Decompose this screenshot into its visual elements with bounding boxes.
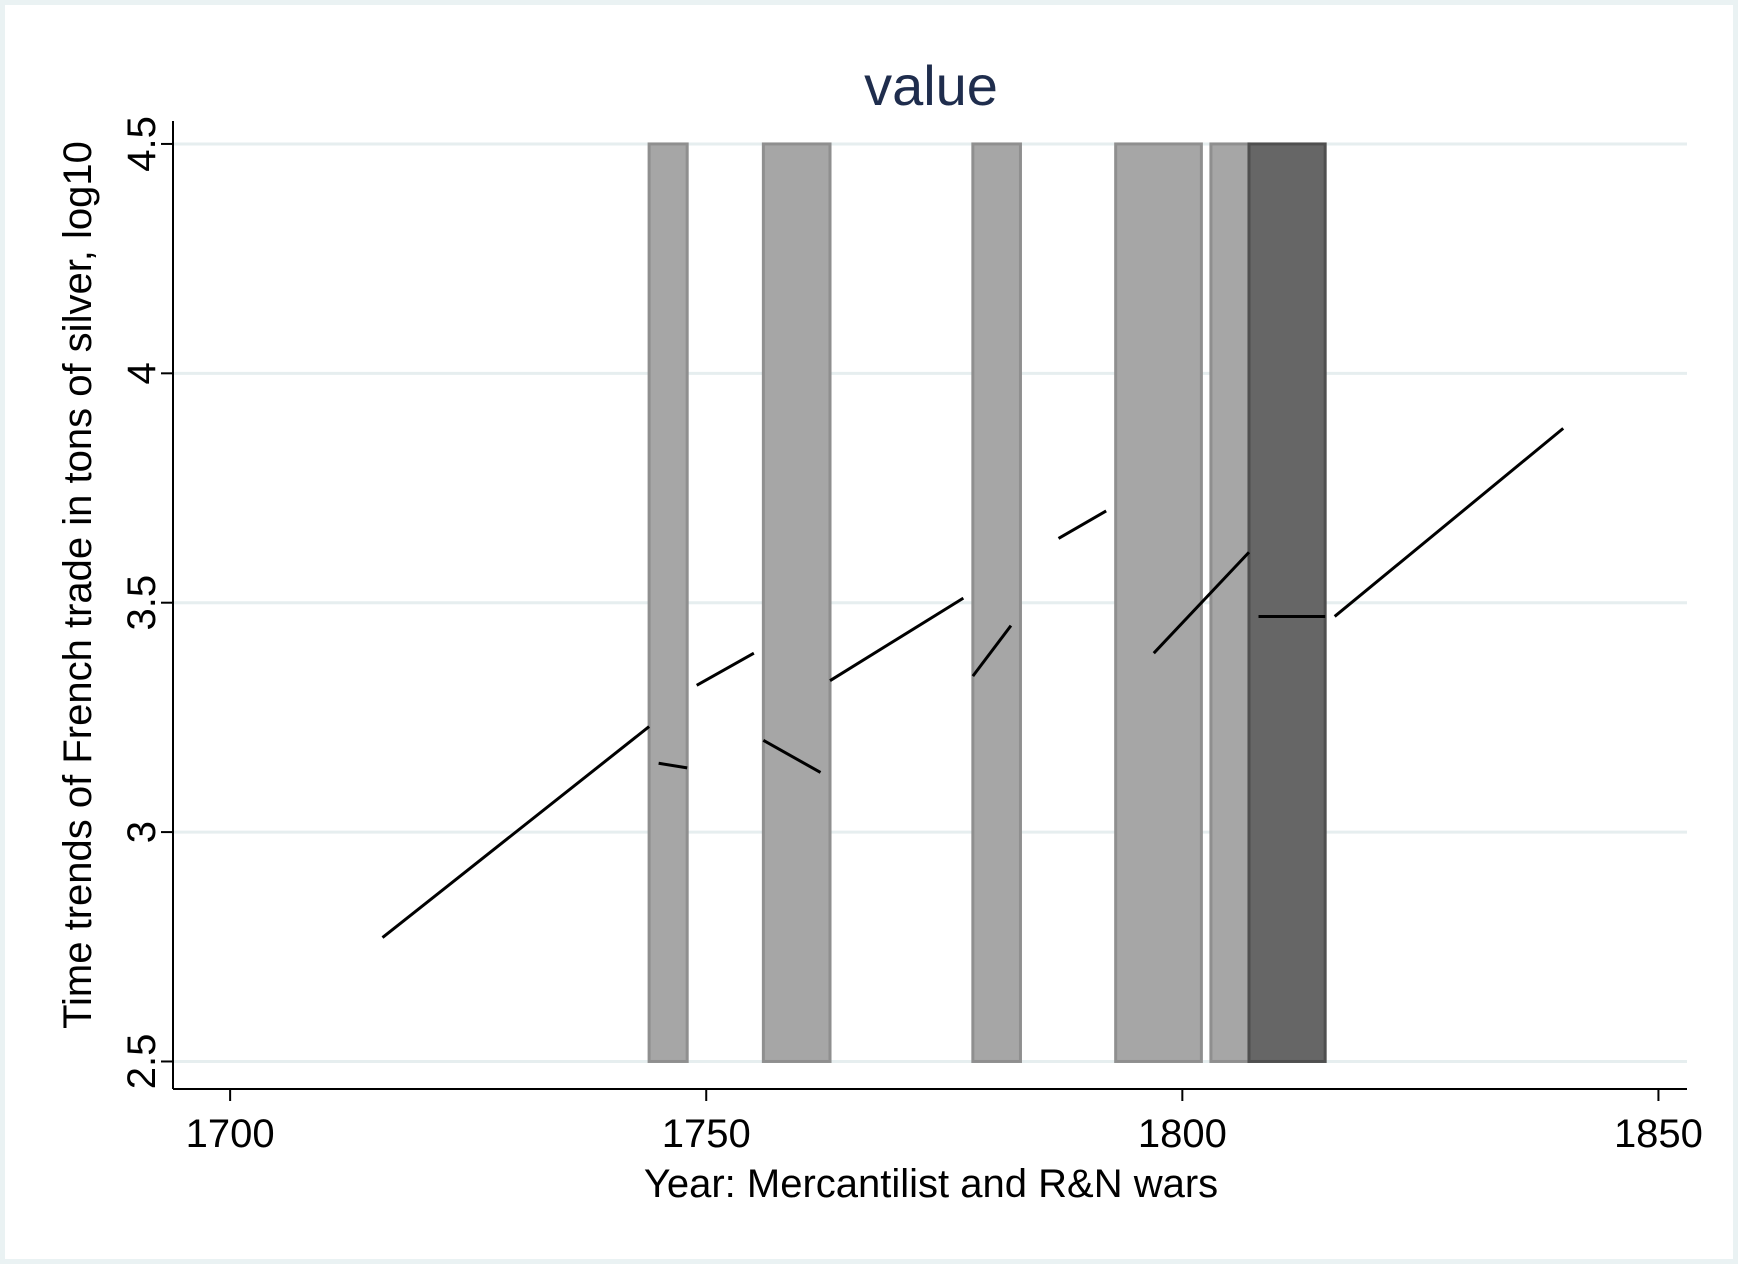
chart-title: value [864, 54, 998, 117]
x-axis-label: Year: Mercantilist and R&N wars [644, 1162, 1218, 1206]
trend-line-segment [1152, 551, 1251, 655]
x-tick-label: 1700 [186, 1112, 275, 1156]
gridlines [173, 142, 1687, 1063]
axes: 2.5 3 3.5 4 4.5 1700 1750 1800 1850 [120, 116, 1703, 1156]
y-tick-label: 3.5 [120, 575, 164, 631]
trend-line-segment [381, 725, 651, 939]
war-band [1114, 142, 1203, 1063]
x-tick-label: 1800 [1138, 1112, 1227, 1156]
trend-line-segment [971, 624, 1013, 678]
x-tick-label: 1750 [662, 1112, 751, 1156]
y-tick-label: 4 [120, 362, 164, 384]
war-bands [647, 142, 1327, 1063]
trend-line-segment [1333, 427, 1565, 618]
y-axis-label: Time trends of French trade in tons of s… [56, 141, 100, 1029]
war-band [647, 142, 689, 1063]
war-band [761, 142, 832, 1063]
trend-line-segment [658, 761, 688, 770]
x-tick-label: 1850 [1614, 1112, 1703, 1156]
y-tick-label: 3 [120, 821, 164, 843]
trend-line-segment [762, 739, 822, 774]
trend-line-segment [829, 596, 965, 682]
war-band [1247, 142, 1327, 1063]
chart-panel: value Year: Mercantilist and R&N wars Ti… [5, 5, 1733, 1259]
line-chart: value Year: Mercantilist and R&N wars Ti… [56, 54, 1703, 1206]
y-tick-label: 2.5 [120, 1034, 164, 1090]
y-tick-label: 4.5 [120, 116, 164, 172]
trend-line-segment [1057, 509, 1107, 540]
war-band [971, 142, 1022, 1063]
war-band [1209, 142, 1251, 1063]
series-lines [381, 427, 1565, 939]
trend-line-segment [695, 651, 755, 687]
